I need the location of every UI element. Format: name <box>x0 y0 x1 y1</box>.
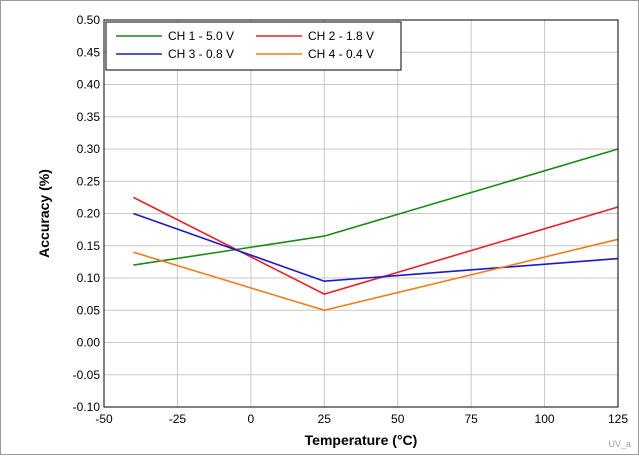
y-tick-label: 0.35 <box>77 110 101 124</box>
y-tick-label: 0.40 <box>77 78 101 92</box>
legend-label: CH 2 - 1.8 V <box>308 29 374 43</box>
plot-area-border <box>103 19 619 408</box>
legend: CH 1 - 5.0 V CH 2 - 1.8 V CH 3 - 0.8 V CH 4… <box>105 21 402 71</box>
y-axis-title: Accuracy (%) <box>36 169 52 258</box>
x-tick-label: 25 <box>318 412 332 426</box>
y-tick-label: 0.25 <box>77 174 101 188</box>
y-tick-label: 0.50 <box>77 13 101 27</box>
x-tick-label: -50 <box>95 412 113 426</box>
y-tick-label: 0.45 <box>77 45 101 59</box>
legend-label: CH 3 - 0.8 V <box>168 47 234 61</box>
y-tick-label: 0.10 <box>77 271 101 285</box>
series-line <box>133 196 619 295</box>
x-axis-title: Temperature (°C) <box>305 432 418 448</box>
legend-box <box>105 21 402 71</box>
figure-id-label: UV_a <box>608 439 631 449</box>
x-tick-label: 50 <box>391 412 405 426</box>
x-tick-label: -25 <box>169 412 187 426</box>
x-tick-label: 100 <box>535 412 555 426</box>
x-tick-labels: -50 -25 0 25 50 75 100 125 <box>95 412 628 426</box>
x-tick-label: 0 <box>248 412 255 426</box>
y-tick-label: 0.30 <box>77 142 101 156</box>
legend-label: CH 1 - 5.0 V <box>168 29 234 43</box>
legend-label: CH 4 - 0.4 V <box>308 47 374 61</box>
series-line <box>133 212 619 283</box>
series-line <box>133 238 619 312</box>
x-tick-label: 125 <box>608 412 628 426</box>
y-tick-label: 0.00 <box>77 336 101 350</box>
y-tick-label: 0.05 <box>77 303 101 317</box>
x-tick-label: 75 <box>464 412 478 426</box>
y-tick-label: 0.20 <box>77 207 101 221</box>
y-tick-label: -0.10 <box>73 400 101 414</box>
series-lines <box>133 148 619 312</box>
y-tick-labels: -0.10 -0.05 0.00 0.05 0.10 0.15 0.20 0.25 0.30 0.… <box>73 13 101 414</box>
y-tick-label: -0.05 <box>73 368 101 382</box>
series-line <box>133 148 619 266</box>
grid-lines <box>103 19 619 408</box>
y-tick-label: 0.15 <box>77 239 101 253</box>
